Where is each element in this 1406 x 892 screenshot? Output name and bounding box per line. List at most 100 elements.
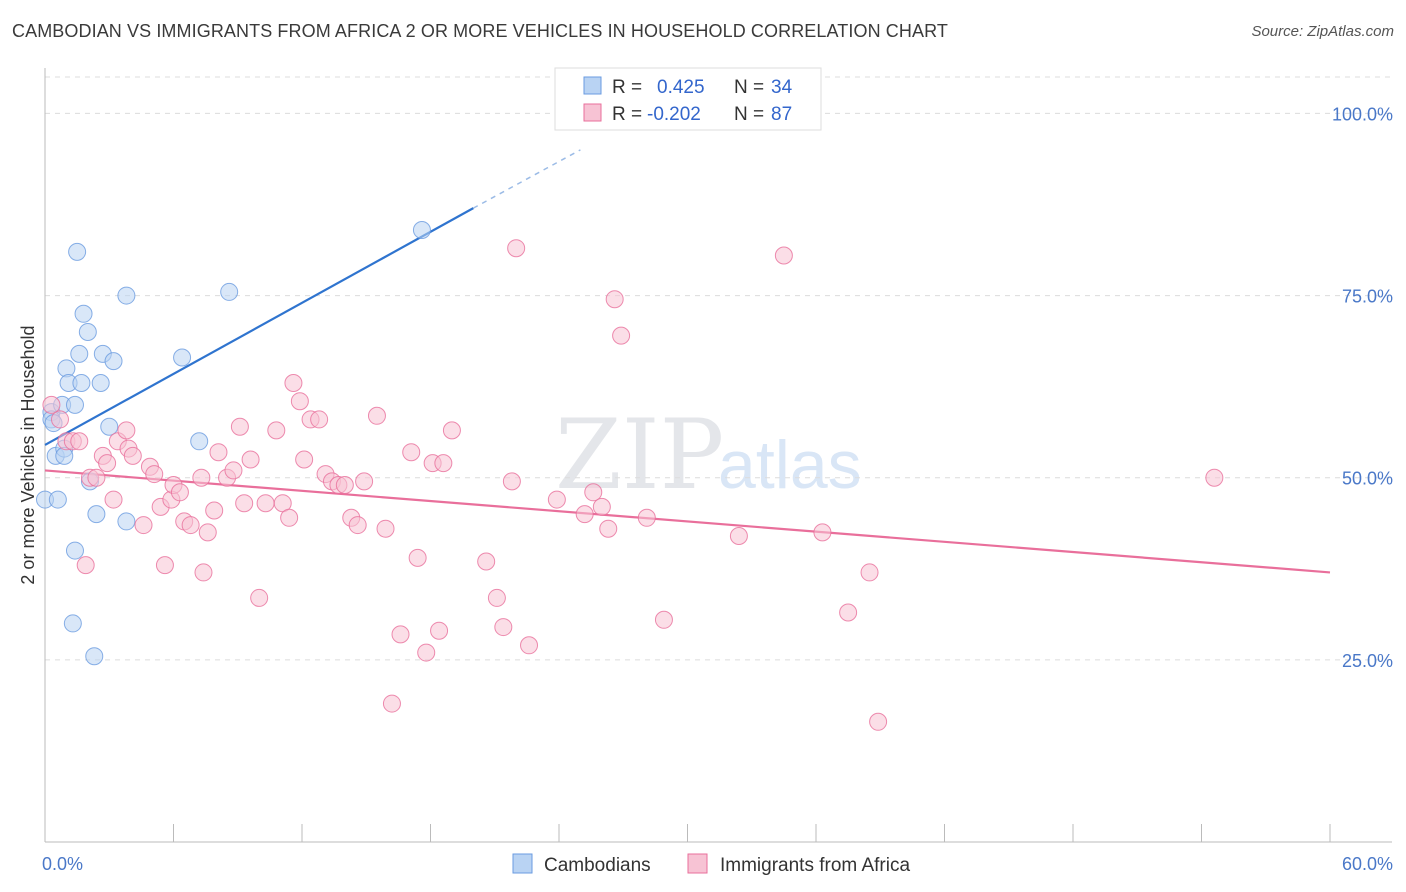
bottom-legend-swatch-africa bbox=[687, 853, 708, 874]
series-legend: Cambodians Immigrants from Africa bbox=[512, 853, 910, 876]
point-cambodians bbox=[173, 348, 192, 367]
point-africa bbox=[434, 454, 453, 473]
x-tick-label: 0.0% bbox=[42, 854, 83, 874]
point-africa bbox=[76, 556, 95, 575]
legend-swatch-africa bbox=[583, 103, 602, 122]
y-tick-label: 75.0% bbox=[1342, 287, 1393, 307]
point-africa bbox=[235, 494, 254, 513]
point-africa bbox=[117, 421, 136, 440]
point-africa bbox=[123, 446, 142, 465]
x-tick-label: 60.0% bbox=[1342, 854, 1393, 874]
point-africa bbox=[267, 421, 286, 440]
legend-r-value-2: -0.202 bbox=[647, 104, 701, 125]
point-africa bbox=[391, 625, 410, 644]
point-africa bbox=[335, 476, 354, 494]
chart-title: CAMBODIAN VS IMMIGRANTS FROM AFRICA 2 OR… bbox=[12, 21, 948, 41]
point-africa bbox=[599, 519, 618, 538]
bottom-legend-label-africa: Immigrants from Africa bbox=[720, 855, 910, 876]
point-africa bbox=[284, 374, 303, 392]
point-africa bbox=[605, 290, 624, 309]
point-africa bbox=[860, 563, 879, 582]
point-africa bbox=[205, 501, 224, 520]
point-africa bbox=[50, 410, 69, 429]
point-africa bbox=[729, 527, 748, 545]
point-africa bbox=[250, 588, 269, 607]
trend-line-africa bbox=[44, 469, 1331, 574]
point-africa bbox=[520, 636, 539, 655]
point-cambodians bbox=[70, 344, 89, 363]
point-africa bbox=[654, 610, 673, 629]
point-africa bbox=[430, 621, 449, 640]
legend-swatch-cambodians bbox=[583, 76, 602, 95]
point-africa bbox=[507, 239, 526, 258]
y-tick-label: 100.0% bbox=[1332, 104, 1393, 124]
point-africa bbox=[104, 490, 123, 509]
data-points bbox=[36, 221, 1224, 731]
point-africa bbox=[813, 523, 832, 542]
point-africa bbox=[87, 468, 106, 487]
point-africa bbox=[194, 563, 213, 582]
point-africa bbox=[355, 472, 374, 491]
gridlines bbox=[45, 76, 1392, 661]
point-africa bbox=[417, 643, 436, 662]
watermark-atlas: atlas bbox=[718, 427, 862, 503]
point-africa bbox=[612, 326, 631, 345]
point-africa bbox=[170, 483, 189, 502]
point-africa bbox=[442, 421, 461, 440]
point-africa bbox=[295, 450, 314, 469]
watermark-zip: ZIP bbox=[555, 399, 724, 511]
trend-line-cambodians-extension bbox=[472, 149, 581, 209]
point-africa bbox=[487, 588, 506, 607]
point-cambodians bbox=[48, 490, 67, 509]
trend-lines bbox=[44, 149, 1331, 574]
point-cambodians bbox=[85, 647, 104, 666]
point-africa bbox=[209, 443, 228, 462]
point-africa bbox=[42, 395, 61, 414]
point-africa bbox=[584, 483, 603, 502]
point-africa bbox=[198, 523, 217, 542]
watermark: ZIP atlas bbox=[555, 399, 862, 511]
bottom-legend-swatch-cambodians bbox=[512, 853, 533, 874]
point-africa bbox=[774, 246, 793, 265]
point-africa bbox=[348, 516, 367, 535]
point-cambodians bbox=[68, 242, 87, 261]
point-cambodians bbox=[63, 614, 82, 633]
point-cambodians bbox=[78, 323, 97, 341]
point-africa bbox=[155, 556, 174, 575]
point-africa bbox=[408, 548, 427, 567]
point-cambodians bbox=[100, 417, 119, 436]
point-africa bbox=[70, 432, 89, 451]
legend-r-label-2: R = bbox=[612, 104, 642, 125]
point-cambodians bbox=[104, 352, 123, 371]
y-tick-label: 25.0% bbox=[1342, 651, 1393, 671]
bottom-legend-label-cambodians: Cambodians bbox=[544, 855, 651, 876]
point-africa bbox=[134, 516, 153, 535]
legend-n-label-1: N = bbox=[734, 77, 764, 98]
point-africa bbox=[592, 497, 611, 516]
point-cambodians bbox=[74, 304, 93, 323]
point-africa bbox=[402, 443, 421, 462]
point-africa bbox=[256, 494, 275, 513]
point-cambodians bbox=[87, 505, 106, 524]
correlation-legend: R = 0.425 N = 34 R = -0.202 N = 87 bbox=[554, 67, 822, 131]
point-africa bbox=[575, 505, 594, 524]
legend-r-label-1: R = bbox=[612, 77, 642, 98]
point-africa bbox=[547, 490, 566, 509]
point-africa bbox=[192, 468, 211, 487]
legend-n-value-1: 34 bbox=[771, 77, 793, 98]
point-cambodians bbox=[91, 374, 110, 392]
point-africa bbox=[839, 603, 858, 622]
point-africa bbox=[494, 618, 513, 637]
point-africa bbox=[145, 465, 164, 484]
source-label: Source: ZipAtlas.com bbox=[1251, 23, 1394, 40]
legend-n-value-2: 87 bbox=[771, 104, 792, 125]
point-africa bbox=[280, 508, 299, 527]
point-africa bbox=[376, 519, 395, 538]
y-tick-labels: 25.0% 50.0% 75.0% 100.0% bbox=[1332, 104, 1393, 670]
axes bbox=[44, 68, 1392, 843]
point-africa bbox=[290, 392, 309, 411]
point-africa bbox=[241, 450, 260, 469]
x-tick-labels: 0.0% 60.0% bbox=[42, 854, 1393, 874]
point-africa bbox=[869, 712, 888, 731]
